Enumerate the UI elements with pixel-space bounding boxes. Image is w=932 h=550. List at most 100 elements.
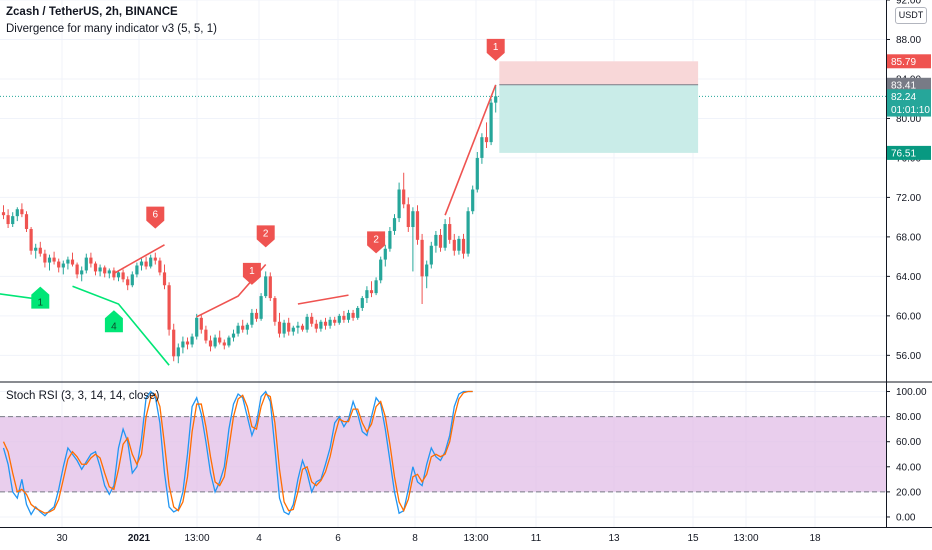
candle-body xyxy=(310,316,314,324)
candle-body xyxy=(24,214,29,229)
candle-body xyxy=(411,211,415,228)
price-label: 76.51 xyxy=(887,145,931,160)
candle-body xyxy=(452,239,456,251)
candle-body xyxy=(29,228,33,251)
marker-label: 2 xyxy=(263,228,269,239)
marker-label: 2 xyxy=(373,234,379,245)
candle-body xyxy=(1,212,6,216)
candle-body xyxy=(245,324,249,330)
marker-label: 6 xyxy=(153,210,159,221)
bearish-divergence-line xyxy=(444,84,497,216)
time-tick-label: 11 xyxy=(531,533,542,544)
candle-body xyxy=(70,259,75,265)
stoch-rsi-pane[interactable] xyxy=(0,390,886,517)
rsi-tick-label: 20.00 xyxy=(896,487,921,498)
candle-body xyxy=(448,224,452,240)
short-position-tool[interactable] xyxy=(499,61,699,153)
candle-body xyxy=(397,189,401,219)
candle-body xyxy=(227,337,231,346)
candle-body xyxy=(43,253,47,263)
candle-body xyxy=(181,341,185,348)
candle-body xyxy=(222,342,226,346)
price-tick-label: 56.00 xyxy=(896,351,921,362)
candle-body xyxy=(57,261,61,268)
candle-body xyxy=(121,272,125,280)
candle-body xyxy=(162,272,167,286)
candle-body xyxy=(314,323,318,329)
candle-body xyxy=(231,333,236,338)
price-label: 01:01:10 xyxy=(887,102,931,117)
price-label-bg xyxy=(887,102,931,117)
candle-body xyxy=(438,234,443,248)
candle-body xyxy=(429,245,433,265)
candle-body xyxy=(47,257,52,263)
candle-body xyxy=(388,230,392,249)
candle-body xyxy=(296,325,300,328)
price-axes[interactable]: 92.0088.0084.0080.0076.0072.0068.0064.00… xyxy=(56,0,931,544)
candle-body xyxy=(471,189,475,212)
candle-body xyxy=(149,257,153,267)
candlestick-series[interactable] xyxy=(1,84,498,364)
candle-body xyxy=(167,285,171,330)
candle-body xyxy=(98,267,102,272)
candle-body xyxy=(461,238,466,254)
candle-body xyxy=(489,102,493,143)
candle-body xyxy=(204,329,208,341)
indicator-legend: Divergence for many indicator v3 (5, 5, … xyxy=(6,23,217,35)
candle-body xyxy=(116,272,121,278)
candle-body xyxy=(38,247,42,254)
rsi-tick-label: 80.00 xyxy=(896,412,921,423)
bearish-divergence-marker: 1 xyxy=(486,38,505,61)
price-label: 82.24 xyxy=(887,89,931,104)
candle-body xyxy=(254,312,259,319)
stoch-rsi-legend: Stoch RSI (3, 3, 14, 14, close) xyxy=(6,390,160,402)
price-label-bg xyxy=(887,89,931,104)
time-tick-label: 8 xyxy=(412,533,418,544)
candle-body xyxy=(300,325,305,330)
price-tick-label: 72.00 xyxy=(896,193,921,204)
candle-body xyxy=(494,96,498,103)
candle-body xyxy=(356,307,360,318)
rsi-tick-label: 100.00 xyxy=(896,387,927,398)
time-tick-label: 2021 xyxy=(128,533,151,544)
time-tick-label: 4 xyxy=(256,533,262,544)
candle-body xyxy=(61,263,65,268)
divergence-lines xyxy=(0,84,497,366)
time-tick-label: 13:00 xyxy=(463,533,488,544)
candle-body xyxy=(383,248,387,260)
candle-body xyxy=(480,137,484,158)
marker-label: 4 xyxy=(111,321,117,332)
bearish-marker-shape xyxy=(367,231,386,254)
stoch-rsi-d-line xyxy=(2,390,473,514)
divergence-markers: 6 1 2 2 1 1 4 xyxy=(31,38,505,333)
candle-body xyxy=(287,322,291,332)
bearish-marker-shape xyxy=(146,206,165,229)
price-label: 83.41 xyxy=(887,77,931,92)
price-label-text: 83.41 xyxy=(891,80,916,91)
candle-body xyxy=(218,337,222,343)
rsi-tick-label: 60.00 xyxy=(896,437,921,448)
candle-body xyxy=(112,270,116,278)
bullish-divergence-marker: 1 xyxy=(31,286,50,309)
candle-body xyxy=(360,298,364,308)
candle-body xyxy=(6,215,10,225)
price-label-bg xyxy=(887,145,931,160)
candle-body xyxy=(342,315,346,320)
bearish-divergence-marker: 2 xyxy=(367,231,386,254)
candle-body xyxy=(346,312,351,320)
candle-body xyxy=(158,260,162,273)
candle-body xyxy=(415,211,420,240)
rsi-tick-label: 0.00 xyxy=(896,512,916,523)
candle-body xyxy=(379,259,383,281)
candle-body xyxy=(153,257,157,261)
candle-body xyxy=(93,263,98,272)
time-tick-label: 30 xyxy=(56,533,68,544)
price-tick-label: 88.00 xyxy=(896,35,921,46)
candle-body xyxy=(466,211,470,254)
candle-body xyxy=(250,312,254,325)
candle-body xyxy=(425,264,429,277)
currency-button[interactable]: USDT xyxy=(895,7,927,24)
bearish-divergence-line xyxy=(297,294,349,305)
candle-body xyxy=(369,290,374,294)
